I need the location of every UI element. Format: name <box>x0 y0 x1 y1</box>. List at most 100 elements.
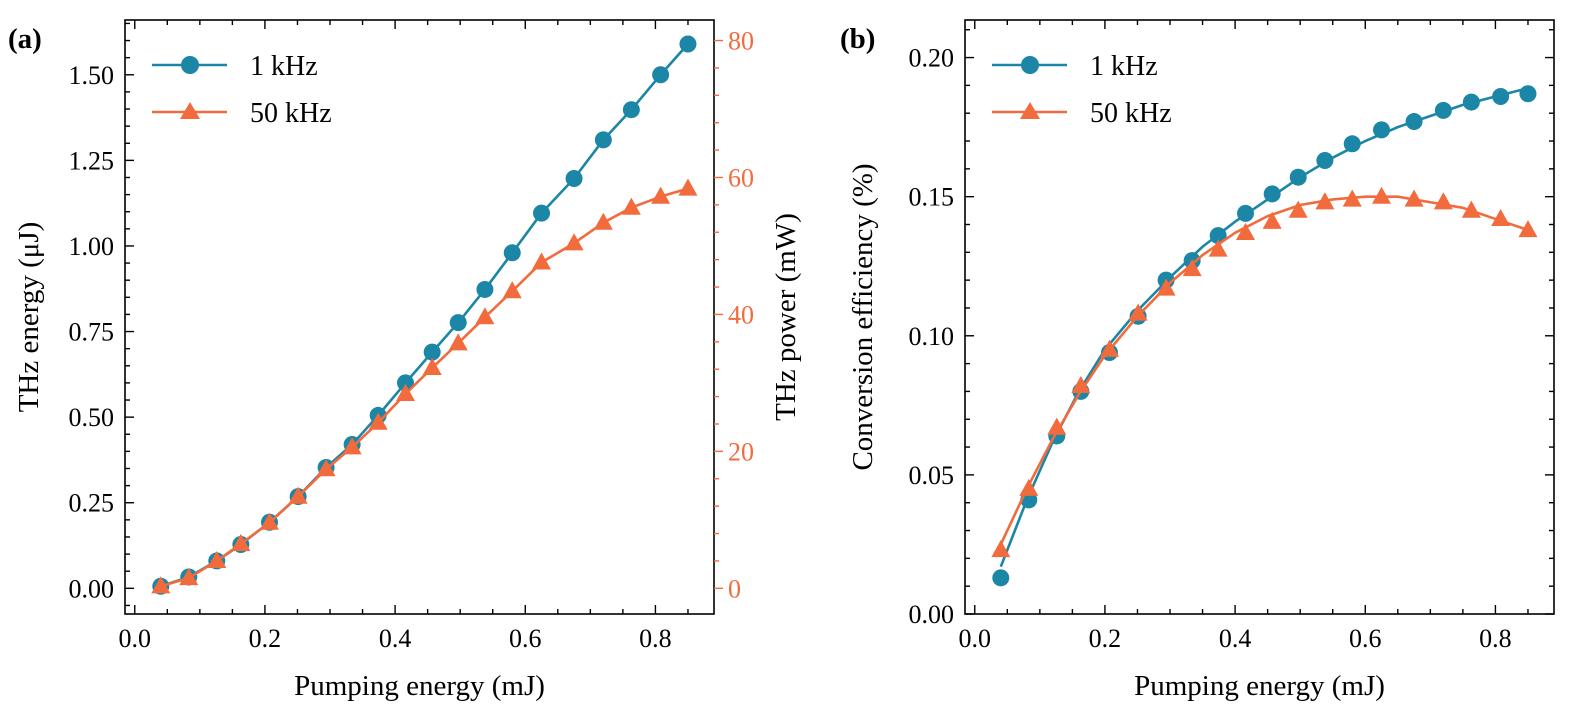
data-point-50khz <box>621 197 641 215</box>
data-point-1khz <box>1405 113 1423 131</box>
data-point-1khz <box>565 170 583 188</box>
data-point-1khz <box>1289 168 1307 186</box>
y-tick-label: 0.75 <box>69 318 115 347</box>
panel-a-y2-axis-label: THz power (mW) <box>770 213 802 421</box>
legend-1khz-label: 1 kHz <box>250 51 318 82</box>
data-point-50khz <box>231 533 251 551</box>
data-point-1khz <box>1343 135 1361 153</box>
panel-b-chart: (b) 0.0 0.2 0.4 0.6 0.80.000.050.100.150.20 … <box>840 19 1555 702</box>
panel-b-series <box>991 85 1538 587</box>
legend-50khz-marker <box>180 102 200 119</box>
data-point-50khz <box>1128 303 1148 321</box>
x-tick-label: 0.0 <box>959 624 992 653</box>
data-point-50khz <box>1315 192 1335 210</box>
y-tick-label: 1.50 <box>69 61 115 90</box>
data-point-50khz <box>678 178 698 196</box>
x-tick-label: 0.6 <box>509 624 542 653</box>
y-tick-label: 0.10 <box>909 322 955 351</box>
legend-50khz-label: 50 kHz <box>1090 98 1172 129</box>
data-point-50khz <box>368 412 388 430</box>
data-point-50khz <box>532 252 552 270</box>
series-line-1khz <box>160 43 689 588</box>
panel-a-chart: (a) 0.0 0.2 0.4 0.6 0.8 0.00 0.25 0.50 0.75 1.00 1… <box>8 19 802 702</box>
data-point-50khz <box>1047 417 1067 435</box>
data-point-1khz <box>1492 88 1510 106</box>
data-point-50khz <box>1461 200 1481 218</box>
data-point-50khz <box>502 281 522 299</box>
data-point-50khz <box>316 459 336 477</box>
x-tick-label: 0.6 <box>1349 624 1382 653</box>
panel-a-plot-frame <box>124 19 715 615</box>
y2-tick-label: 40 <box>728 300 754 329</box>
x-tick-label: 0.8 <box>1479 624 1512 653</box>
y-tick-label: 1.00 <box>69 232 115 261</box>
y-tick-label: 0.25 <box>69 489 115 518</box>
legend-1khz-marker <box>181 56 199 74</box>
data-point-50khz <box>991 540 1011 558</box>
data-point-50khz <box>564 233 584 251</box>
data-point-50khz <box>448 333 468 351</box>
panel-a-x-axis-label: Pumping energy (mJ) <box>294 670 545 702</box>
data-point-50khz <box>342 437 362 455</box>
data-point-1khz <box>622 101 640 119</box>
y2-tick-label: 0 <box>728 574 741 603</box>
data-point-1khz <box>476 280 494 298</box>
x-tick-label: 0.2 <box>249 624 282 653</box>
panel-b-y-axis-label: Conversion efficiency (%) <box>847 163 879 470</box>
x-tick-label: 0.4 <box>1219 624 1252 653</box>
x-tick-label: 0.8 <box>639 624 672 653</box>
x-tick-label: 0.2 <box>1089 624 1122 653</box>
data-point-1khz <box>679 35 697 53</box>
data-point-50khz <box>593 212 613 230</box>
legend-1khz-marker <box>1021 56 1039 74</box>
panel-a-legend: 1 kHz 50 kHz <box>152 51 332 129</box>
data-point-50khz <box>1208 239 1228 257</box>
data-point-1khz <box>992 569 1010 587</box>
y-tick-label: 0.05 <box>909 461 955 490</box>
panel-b-x-axis-label: Pumping energy (mJ) <box>1134 670 1385 702</box>
x-tick-label: 0.4 <box>379 624 412 653</box>
data-point-1khz <box>652 66 670 84</box>
data-point-50khz <box>475 307 495 325</box>
data-point-50khz <box>1071 375 1091 393</box>
series-line-1khz <box>999 86 1529 568</box>
data-point-50khz <box>422 357 442 375</box>
data-point-1khz <box>533 204 551 222</box>
data-point-50khz <box>151 576 171 594</box>
data-point-50khz <box>207 550 227 569</box>
series-line-50khz <box>999 195 1529 545</box>
data-point-1khz <box>1263 185 1281 203</box>
data-point-50khz <box>396 383 416 401</box>
data-point-50khz <box>1019 478 1039 496</box>
data-point-50khz <box>1288 200 1308 218</box>
y-tick-label: 1.25 <box>69 146 115 175</box>
data-point-50khz <box>1433 192 1453 210</box>
data-point-50khz <box>1182 259 1202 277</box>
panel-b-ticks: 0.0 0.2 0.4 0.6 0.8 0.00 0.05 0.10 0.15 0.20 <box>909 20 1554 653</box>
data-point-1khz <box>423 343 441 361</box>
data-point-50khz <box>1518 220 1538 238</box>
legend-50khz-marker <box>1020 102 1040 119</box>
series-line-50khz <box>160 187 689 588</box>
data-point-50khz <box>1342 189 1362 207</box>
data-point-50khz <box>1491 208 1511 227</box>
data-point-1khz <box>594 131 612 149</box>
panel-b-legend: 1 kHz 50 kHz <box>992 51 1172 129</box>
data-point-1khz <box>1462 93 1480 111</box>
panel-b-plot-frame <box>964 19 1555 615</box>
data-point-50khz <box>1099 339 1119 357</box>
data-point-1khz <box>1316 152 1334 170</box>
data-point-1khz <box>449 314 467 332</box>
y2-tick-label: 80 <box>728 27 754 56</box>
data-point-50khz <box>651 186 671 204</box>
y-tick-label: 0.00 <box>909 600 955 629</box>
data-point-1khz <box>1519 85 1537 103</box>
data-point-1khz <box>1209 227 1227 245</box>
data-point-50khz <box>259 512 279 530</box>
panel-a-y-axis-label: THz energy (μJ) <box>13 222 45 413</box>
data-point-50khz <box>1372 186 1392 204</box>
y-tick-label: 0.00 <box>69 574 115 603</box>
data-point-50khz <box>179 568 199 586</box>
y-tick-label: 0.20 <box>909 44 955 73</box>
